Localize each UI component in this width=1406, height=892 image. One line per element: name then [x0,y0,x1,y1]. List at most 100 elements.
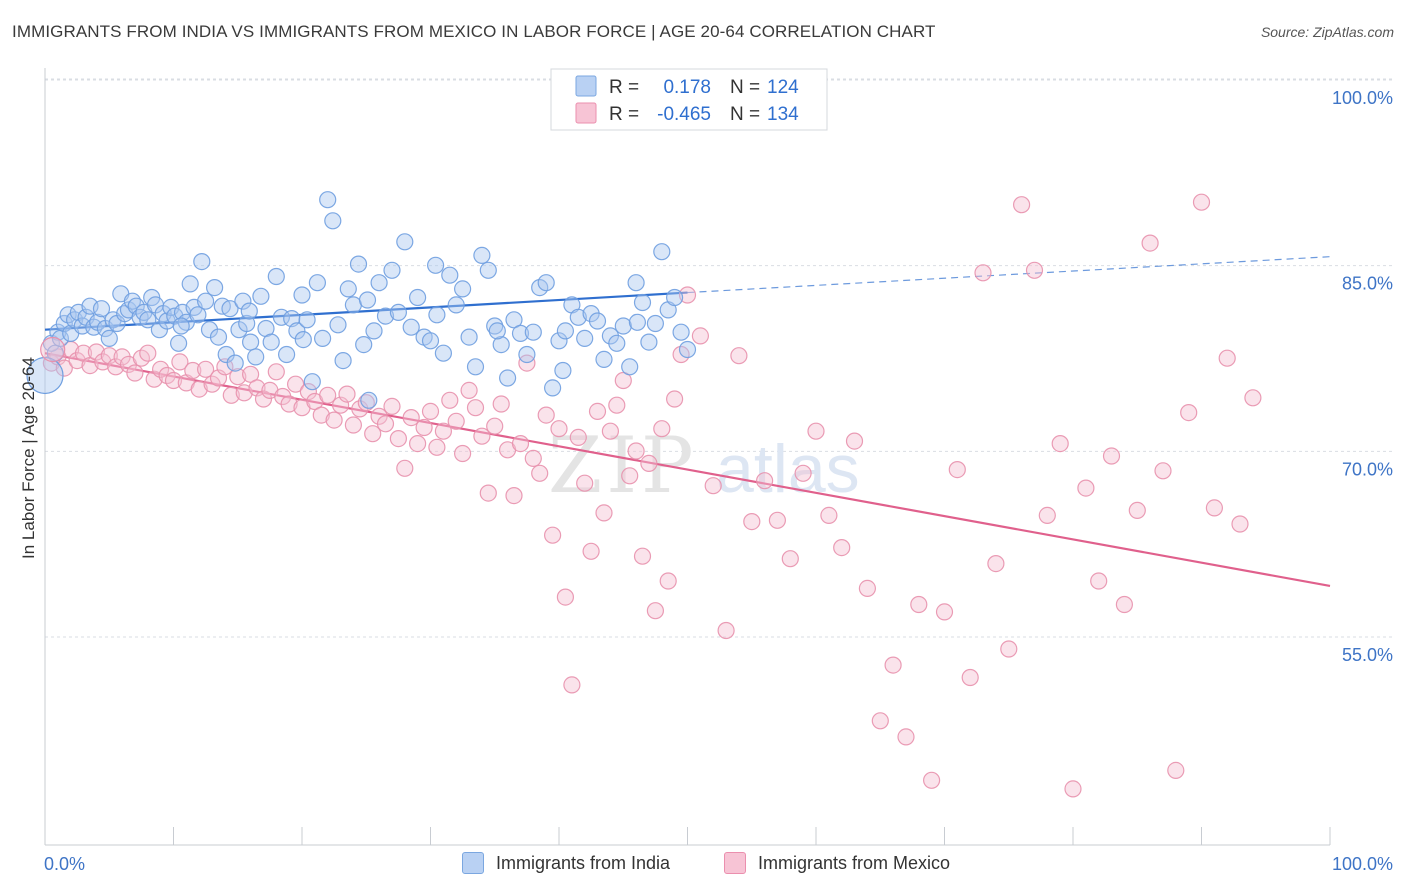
mexico-point-128[interactable] [1051,435,1069,453]
mexico-point-91[interactable] [627,442,645,460]
mexico-point-25[interactable] [203,375,221,393]
india-point-65[interactable] [308,274,326,292]
mexico-point-24[interactable] [197,360,215,378]
mexico-point-120[interactable] [948,461,966,479]
india-point-62[interactable] [293,286,311,304]
mexico-point-129[interactable] [1064,780,1082,798]
india-point-99[interactable] [511,324,530,342]
india-point-40[interactable] [193,253,211,271]
mexico-point-63[interactable] [447,412,465,430]
mexico-point-140[interactable] [1205,499,1224,517]
india-point-50[interactable] [234,292,252,310]
mexico-point-99[interactable] [678,286,697,304]
mexico-point-117[interactable] [910,595,928,614]
india-point-59[interactable] [278,345,296,364]
india-point-68[interactable] [324,212,342,230]
legend-item-india[interactable]: Immigrants from India [462,852,670,874]
mexico-point-58[interactable] [415,418,433,437]
india-point-large[interactable] [26,356,64,395]
india-point-14[interactable] [92,300,111,318]
mexico-point-61[interactable] [434,422,452,440]
mexico-point-119[interactable] [935,603,954,621]
india-point-131[interactable] [488,322,506,340]
india-point-120[interactable] [646,314,665,333]
mexico-point-118[interactable] [922,771,941,789]
mexico-point-67[interactable] [473,427,491,445]
india-point-54[interactable] [252,287,270,305]
mexico-point-7[interactable] [87,343,106,361]
mexico-point-30[interactable] [235,384,253,402]
india-point-77[interactable] [370,274,388,292]
mexico-point-123[interactable] [987,554,1005,573]
mexico-point-137[interactable] [1167,761,1185,780]
mexico-point-35[interactable] [267,363,285,381]
mexico-point-76[interactable] [531,464,549,482]
india-point-43[interactable] [206,279,224,297]
india-point-123[interactable] [665,288,684,307]
mexico-point-64[interactable] [454,444,472,463]
mexico-point-44[interactable] [325,411,343,429]
mexico-point-82[interactable] [569,428,587,446]
mexico-point-53[interactable] [383,397,401,415]
mexico-point-77[interactable] [537,406,555,424]
india-point-124[interactable] [672,323,690,341]
india-point-34[interactable] [170,334,188,352]
india-point-133[interactable] [628,313,647,331]
mexico-point-52[interactable] [376,415,395,433]
mexico-point-19[interactable] [164,371,183,390]
india-point-64[interactable] [303,373,321,391]
india-point-47[interactable] [221,300,239,318]
mexico-point-101[interactable] [704,477,722,495]
india-point-48[interactable] [226,354,244,372]
india-point-67[interactable] [319,191,337,209]
india-point-127[interactable] [240,302,258,320]
mexico-point-62[interactable] [441,391,459,409]
mexico-point-92[interactable] [633,547,652,565]
india-point-126[interactable] [172,317,190,335]
mexico-point-56[interactable] [402,409,420,427]
india-point-101[interactable] [524,323,542,341]
mexico-point-134[interactable] [1128,501,1146,519]
mexico-point-68[interactable] [479,484,497,502]
india-point-129[interactable] [358,291,377,309]
mexico-point-40[interactable] [299,383,317,401]
mexico-point-2[interactable] [55,359,73,377]
mexico-point-93[interactable] [640,454,658,472]
india-point-86[interactable] [428,306,446,324]
mexico-point-136[interactable] [1154,462,1172,480]
india-point-90[interactable] [454,280,472,298]
mexico-point-124[interactable] [1000,640,1018,658]
india-point-94[interactable] [479,261,497,279]
india-point-61[interactable] [288,322,306,340]
mexico-point-65[interactable] [460,381,478,399]
mexico-point-81[interactable] [563,676,581,694]
india-point-121[interactable] [653,243,671,261]
india-point-73[interactable] [349,255,368,273]
mexico-point-84[interactable] [582,542,600,560]
mexico-point-116[interactable] [897,728,915,746]
mexico-point-133[interactable] [1115,595,1134,614]
mexico-point-125[interactable] [1012,196,1031,214]
mexico-point-97[interactable] [665,390,684,408]
mexico-point-141[interactable] [1218,349,1236,367]
india-point-70[interactable] [334,352,352,370]
mexico-point-8[interactable] [94,353,112,371]
mexico-point-43[interactable] [319,386,337,404]
india-point-106[interactable] [556,322,575,340]
mexico-point-96[interactable] [659,572,677,590]
india-point-44[interactable] [209,328,228,346]
india-point-69[interactable] [329,316,347,334]
india-point-66[interactable] [314,329,332,347]
mexico-point-69[interactable] [486,417,504,435]
india-point-37[interactable] [181,275,199,293]
india-point-128[interactable] [294,331,312,349]
mexico-point-47[interactable] [344,416,362,434]
india-point-130[interactable] [427,256,445,274]
india-point-63[interactable] [298,311,316,329]
mexico-point-87[interactable] [601,422,620,440]
mexico-point-143[interactable] [1244,389,1262,407]
india-point-80[interactable] [389,303,407,321]
mexico-point-100[interactable] [691,327,710,345]
india-point-56[interactable] [262,333,280,351]
mexico-point-16[interactable] [145,370,163,388]
